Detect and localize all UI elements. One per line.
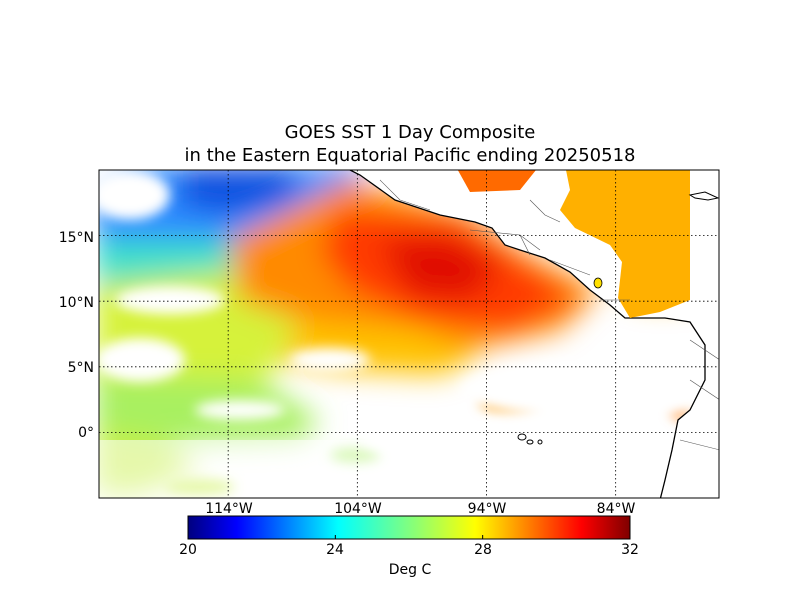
map-title: GOES SST 1 Day Composite in the Eastern … (0, 121, 800, 167)
lon-tick-label-94w: 94°W (467, 501, 507, 517)
lon-tick-label-84w: 84°W (596, 501, 636, 517)
lon-tick-label-114w: 114°W (205, 501, 253, 517)
lon-tick-label-104w: 104°W (334, 501, 382, 517)
lat-tick-label-15n: 15°N (58, 230, 94, 246)
galapagos (517, 433, 543, 445)
title-line-1: GOES SST 1 Day Composite (284, 122, 536, 143)
sst-field (99, 170, 719, 498)
lat-tick-label-10n: 10°N (58, 295, 94, 311)
title-line-2: in the Eastern Equatorial Pacific ending… (184, 145, 636, 166)
colorbar-tick-label-20: 20 (179, 542, 197, 558)
lat-tick-label-5n: 5°N (67, 360, 94, 376)
colorbar-label: Deg C (388, 562, 432, 578)
lake-nicaragua (593, 277, 603, 289)
map-frame (98, 169, 720, 499)
caribbean-sea (560, 170, 690, 318)
lat-tick-label-0: 0° (78, 425, 94, 441)
gulf-of-mexico (457, 170, 536, 192)
colorbar-tick-label-28: 28 (474, 542, 492, 558)
gridlines (99, 170, 719, 498)
colorbar-tick-label-24: 24 (326, 542, 344, 558)
colorbar (187, 515, 631, 540)
cuba (688, 191, 719, 201)
colorbar-ticks (187, 535, 631, 539)
colorbar-tick-label-32: 32 (621, 542, 639, 558)
